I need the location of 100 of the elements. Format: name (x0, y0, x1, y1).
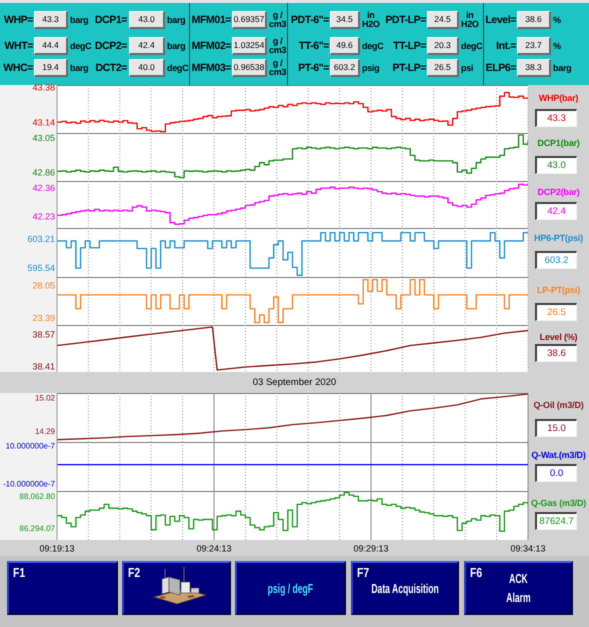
text: degC (461, 40, 482, 50)
y-tick-label: 38.57 (32, 330, 55, 340)
y-tick-label: -10.000000e-7 (2, 479, 56, 488)
y-tick-label: 43.05 (32, 132, 55, 143)
readout-field: 603.2 (535, 251, 577, 269)
text: TT-6"= (298, 39, 329, 54)
readout-field: 42.4 (129, 37, 165, 55)
series-label: WHP(bar) (538, 92, 580, 104)
text: F6 (470, 565, 482, 581)
text: barg (70, 14, 88, 24)
readout-field: 43.3 (34, 11, 68, 29)
text: MFM02= (191, 39, 231, 54)
text: MFM01= (191, 13, 231, 28)
y-tick-label: 23.39 (32, 312, 55, 323)
series-label: DCP1(bar) (536, 137, 581, 149)
text: in H2O (461, 10, 479, 29)
text: F7 (357, 565, 370, 581)
text: Data Acquisition (371, 580, 439, 598)
text: degC (362, 40, 384, 50)
text: psig / degF (268, 580, 314, 598)
text: g / cm3 (269, 36, 286, 55)
text: F1 (13, 565, 26, 581)
text: psig (362, 62, 380, 72)
text: ELP6= (485, 61, 516, 76)
readout-field: 34.5 (330, 11, 360, 29)
text: PDT-LP= (385, 13, 426, 28)
series-label: LP-PT(psi) (536, 284, 581, 296)
readout-field: 38.6 (517, 11, 551, 29)
text: degC (167, 62, 188, 72)
series-label: Level (%) (538, 331, 578, 343)
text: g / cm3 (269, 10, 286, 29)
text: psi (461, 62, 474, 72)
text: ACK Alarm (506, 570, 531, 607)
x-tick-label: 09:19:13 (39, 543, 75, 554)
readout-field: 1.03254 (232, 37, 267, 55)
x-tick-label: 09:34:13 (510, 543, 546, 554)
y-tick-label: 43.38 (32, 82, 55, 92)
text: % (553, 40, 561, 50)
text: in H2O (362, 10, 380, 29)
readout-field: 26.5 (427, 59, 459, 77)
readout-field: 87624.7 (535, 512, 577, 530)
readout-field: 38.3 (517, 59, 551, 77)
y-tick-label: 86,294.07 (19, 524, 56, 533)
y-tick-label: 603.21 (27, 234, 55, 244)
readout-field: 26.5 (535, 303, 577, 321)
y-tick-label: 10.000000e-7 (6, 442, 56, 451)
readout-field: 23.7 (517, 37, 551, 55)
y-tick-label: 43.14 (32, 117, 55, 128)
y-tick-label: 14.29 (34, 426, 56, 436)
text: barg (553, 62, 572, 72)
text: degC (70, 40, 92, 50)
series-label: Q-Gas (m3/D) (530, 497, 588, 509)
readout-field: 0.69357 (232, 11, 267, 29)
readout-field: 43.0 (129, 11, 165, 29)
readout-field: 40.0 (129, 59, 165, 77)
y-tick-label: 42.86 (32, 168, 55, 178)
y-tick-label: 42.36 (32, 182, 55, 193)
text: DCT2= (94, 61, 127, 76)
readout-field: 43.3 (535, 109, 577, 127)
readout-field: 603.2 (330, 59, 360, 77)
x-axis-title: 03 September 2020 (252, 377, 338, 389)
text: DCP1= (94, 13, 127, 28)
text: MFM03= (191, 61, 231, 76)
readout-field: 15.0 (535, 419, 577, 437)
readout-field: 42.4 (535, 202, 577, 220)
y-tick-label: 42.23 (32, 212, 55, 222)
text: barg (167, 40, 186, 50)
series-label: DCP2(bar) (536, 186, 581, 198)
readout-field: 19.4 (34, 59, 68, 77)
y-tick-label: 88,062.80 (19, 492, 56, 502)
text: % (553, 14, 561, 24)
readout-field: 24.5 (427, 11, 459, 29)
text: PT-6"= (297, 61, 329, 76)
y-tick-label: 28.05 (32, 280, 55, 291)
x-tick-label: 09:24:13 (196, 543, 232, 554)
text: barg (167, 14, 186, 24)
text: PDT-6"= (290, 13, 329, 28)
x-tick-label: 09:29:13 (353, 543, 389, 554)
series-label: Q-Oil (m3/D) (532, 399, 585, 411)
text: TT-LP= (392, 39, 426, 54)
readout-field: 0.96538 (232, 59, 267, 77)
text: WHP= (2, 13, 33, 28)
text: F2 (128, 565, 140, 581)
text: Int.= (495, 39, 516, 54)
readout-field: 0.0 (535, 464, 577, 482)
readout-field: 44.4 (34, 37, 68, 55)
series-label: HP6-PT(psi) (533, 232, 584, 244)
readout-field: 20.3 (427, 37, 459, 55)
series-label: Q-Wat.(m3/D) (530, 449, 587, 461)
readout-field: 38.6 (535, 344, 577, 362)
y-tick-label: 15.02 (34, 393, 56, 402)
readout-field: 43.0 (535, 156, 577, 174)
text: g / cm3 (269, 58, 286, 77)
text: WHC= (2, 61, 33, 76)
text: WHT= (4, 39, 33, 54)
text: PT-LP= (392, 61, 426, 76)
text: DCP2= (94, 39, 127, 54)
readout-field: 49.6 (330, 37, 360, 55)
text: Level= (485, 13, 516, 28)
y-tick-label: 38.41 (32, 361, 55, 372)
